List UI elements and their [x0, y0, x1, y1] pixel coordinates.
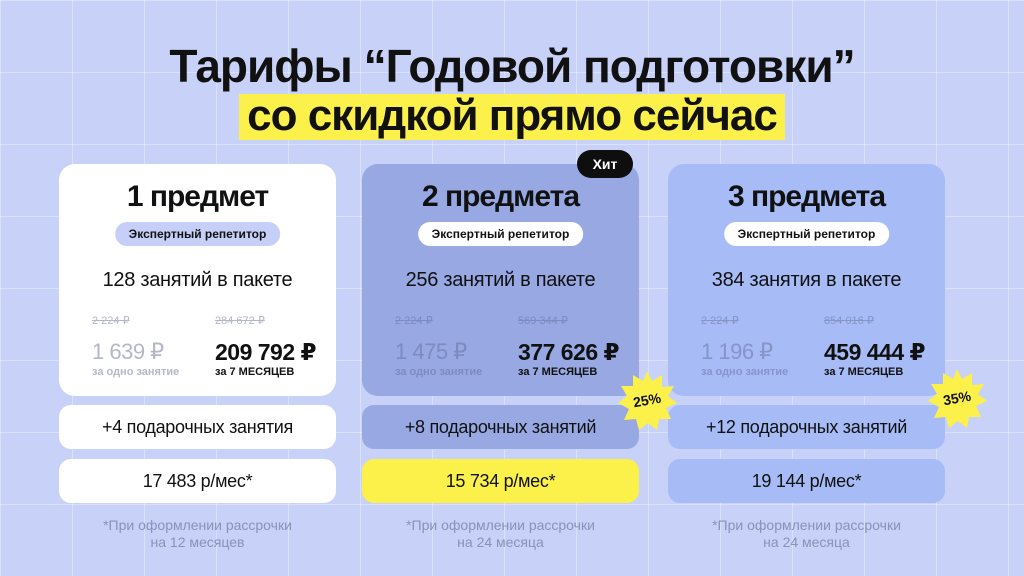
page-subtitle-wrap: со скидкой прямо сейчас — [0, 94, 1024, 140]
total-label: за 7 МЕСЯЦЕВ — [215, 366, 295, 378]
total-price: 377 626 ₽ — [518, 339, 620, 365]
monthly-price-button[interactable]: 15 734 р/мес* — [362, 459, 639, 503]
total-price: 209 792 ₽ — [215, 339, 317, 365]
bonus-lessons: +8 подарочных занятий — [362, 405, 639, 449]
lessons-count: 128 занятий в пакете — [102, 269, 293, 291]
plan-card-1[interactable]: 1 предмет Экспертный репетитор 128 занят… — [59, 164, 336, 396]
per-lesson-label: за одно занятие — [395, 366, 483, 378]
monthly-price-button[interactable]: 19 144 р/мес* — [668, 459, 945, 503]
discount-label: 25% — [631, 389, 663, 411]
note-line-1: *При оформлении рассрочки — [103, 517, 292, 533]
per-lesson-label: за одно занятие — [701, 366, 789, 378]
old-per-lesson-price: 2 224 ₽ — [395, 315, 433, 327]
per-lesson-price: 1 475 ₽ — [395, 339, 467, 364]
note-line-2: на 24 месяца — [763, 534, 850, 550]
per-lesson-label: за одно занятие — [92, 366, 180, 378]
page-subtitle: со скидкой прямо сейчас — [239, 94, 785, 140]
old-per-lesson-price: 2 224 ₽ — [92, 315, 130, 327]
note-line-1: *При оформлении рассрочки — [712, 517, 901, 533]
note-line-2: на 24 месяца — [457, 534, 544, 550]
plan-title: 2 предмета — [421, 180, 580, 213]
per-lesson-price: 1 639 ₽ — [92, 339, 164, 364]
installment-note: *При оформлении рассрочки на 12 месяцев — [59, 517, 336, 551]
starburst-icon — [928, 369, 987, 428]
lessons-count: 384 занятия в пакете — [711, 269, 902, 291]
monthly-price-button[interactable]: 17 483 р/мес* — [59, 459, 336, 503]
installment-note: *При оформлении рассрочки на 24 месяца — [362, 517, 639, 551]
total-price: 459 444 ₽ — [824, 339, 926, 365]
discount-badge-25: 25% — [616, 369, 678, 431]
discount-label: 35% — [941, 387, 973, 409]
plan-card-3[interactable]: 3 предмета Экспертный репетитор 384 заня… — [668, 164, 945, 396]
note-line-1: *При оформлении рассрочки — [406, 517, 595, 533]
bonus-lessons: +12 подарочных занятий — [668, 405, 945, 449]
total-label: за 7 МЕСЯЦЕВ — [824, 366, 904, 378]
plan-title: 1 предмет — [126, 180, 269, 213]
discount-badge-35: 35% — [926, 367, 988, 429]
starburst-icon — [618, 371, 677, 430]
hit-badge: Хит — [577, 150, 633, 178]
tutor-badge: Экспертный репетитор — [417, 222, 584, 246]
plan-title: 3 предмета — [727, 180, 886, 213]
tutor-badge: Экспертный репетитор — [114, 222, 281, 246]
tutor-badge: Экспертный репетитор — [723, 222, 890, 246]
per-lesson-price: 1 196 ₽ — [701, 339, 773, 364]
total-label: за 7 МЕСЯЦЕВ — [518, 366, 598, 378]
plan-card-2[interactable]: 2 предмета Экспертный репетитор 256 заня… — [362, 164, 639, 396]
old-total-price: 569 344 ₽ — [518, 315, 568, 327]
lessons-count: 256 занятий в пакете — [405, 269, 596, 291]
installment-note: *При оформлении рассрочки на 24 месяца — [668, 517, 945, 551]
bonus-lessons: +4 подарочных занятия — [59, 405, 336, 449]
page-title: Тарифы “Годовой подготовки” — [169, 40, 855, 92]
old-total-price: 284 672 ₽ — [215, 315, 265, 327]
note-line-2: на 12 месяцев — [150, 534, 245, 550]
old-total-price: 854 016 ₽ — [824, 315, 874, 327]
old-per-lesson-price: 2 224 ₽ — [701, 315, 739, 327]
